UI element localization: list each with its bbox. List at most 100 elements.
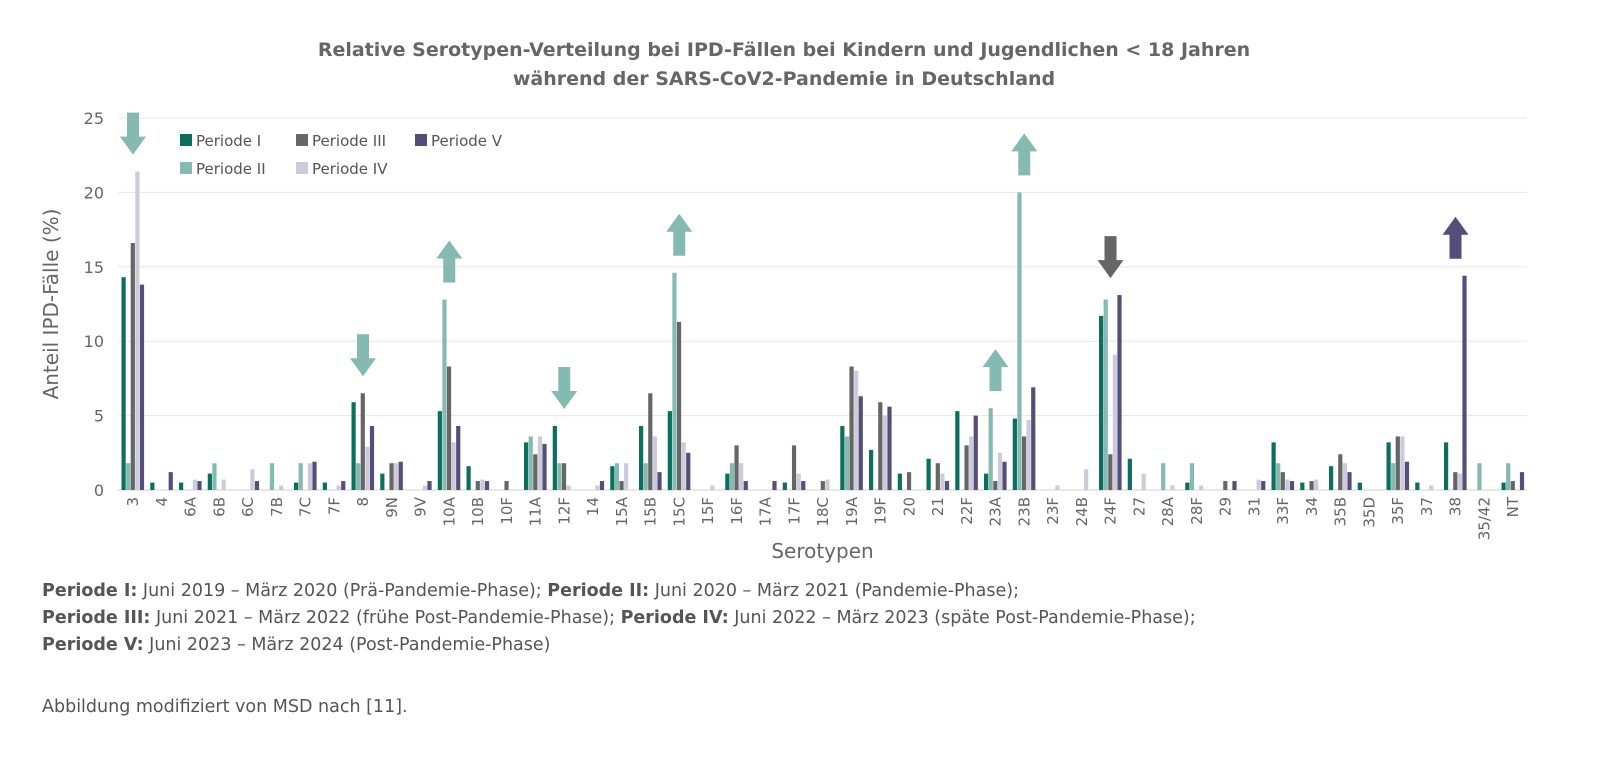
x-tick-label: 6B [210, 497, 228, 517]
x-tick-label: 6C [239, 497, 257, 517]
arrow-up-icon [1442, 216, 1469, 259]
bar-periode-ii [1189, 463, 1195, 490]
bar-periode-iv [1026, 420, 1031, 490]
bar-periode-v [1031, 387, 1036, 490]
arrow-down-icon [551, 367, 578, 410]
bar-periode-ii [356, 463, 361, 490]
bar-periode-i [1357, 482, 1362, 490]
bar-periode-iv [1400, 436, 1405, 490]
bar-periode-iv [796, 473, 801, 490]
bar-periode-iii [389, 463, 394, 490]
x-tick-label: 28A [1159, 496, 1177, 526]
x-tick-label: 17A [757, 496, 775, 526]
x-tick-label: 29 [1217, 497, 1235, 516]
bar-periode-v [484, 481, 490, 490]
bar-periode-iv [1199, 485, 1204, 490]
y-tick-label: 25 [84, 109, 104, 128]
x-tick-label: 28F [1188, 497, 1206, 525]
bar-periode-iv [394, 463, 399, 490]
bar-periode-iii [1223, 481, 1228, 490]
x-tick-label: 20 [900, 497, 918, 516]
bar-periode-i [1099, 315, 1104, 490]
bar-periode-iv [1256, 479, 1261, 490]
x-tick-label: 21 [929, 497, 947, 516]
x-tick-label: 7C [297, 497, 315, 517]
x-tick-label: 12F [555, 497, 573, 525]
y-tick-label: 10 [84, 332, 104, 351]
bar-periode-iii [1108, 454, 1113, 490]
bar-periode-iv [1429, 485, 1434, 490]
bar-periode-iii [935, 463, 940, 490]
x-tick-label: 10B [469, 497, 487, 526]
bar-periode-iii [1338, 454, 1343, 490]
bar-periode-v [1519, 472, 1525, 490]
bar-periode-i [1501, 482, 1506, 490]
title-line-1: Relative Serotypen-Verteilung bei IPD-Fä… [317, 39, 1251, 61]
x-tick-label: 19F [872, 497, 890, 525]
bar-periode-ii [126, 463, 131, 490]
x-tick-label: 8 [354, 497, 372, 507]
bar-periode-iv [940, 473, 945, 490]
x-tick-label: 37 [1418, 497, 1436, 516]
arrow-down-icon [120, 112, 146, 155]
bar-periode-i [667, 411, 672, 490]
bar-periode-iv [221, 479, 226, 490]
bar-periode-ii [442, 299, 447, 490]
x-tick-label: 15B [642, 497, 660, 526]
x-tick-label: 10F [498, 497, 516, 525]
x-tick-label: 35D [1360, 497, 1378, 528]
bar-periode-iii [791, 445, 797, 490]
x-tick-label: 24B [1073, 497, 1091, 526]
bar-periode-v [858, 396, 863, 490]
bar-periode-iv [1112, 354, 1117, 490]
bar-periode-ii [1506, 463, 1511, 490]
bar-periode-v [801, 481, 806, 490]
bar-periode-ii [269, 463, 275, 490]
period-description: Juni 2020 – März 2021 (Pandemie-Phase); [649, 581, 1019, 601]
bar-periode-v [973, 415, 978, 490]
bar-periode-ii [1017, 192, 1022, 490]
bar-periode-ii [1391, 463, 1396, 490]
x-tick-label: 22F [958, 497, 976, 525]
bar-periode-i [524, 442, 529, 490]
bar-periode-iii [849, 366, 854, 490]
bar-periode-ii [643, 463, 648, 490]
x-tick-label: 23F [1044, 497, 1062, 525]
arrow-down-icon [1097, 236, 1124, 279]
bar-periode-ii [672, 272, 677, 490]
period-notes: Periode I: Juni 2019 – März 2020 (Prä-Pa… [42, 578, 1196, 659]
bar-periode-iii [993, 481, 998, 490]
bar-periode-iv [279, 485, 284, 490]
legend-label: Periode III [312, 132, 386, 150]
source-note: Abbildung modifiziert von MSD nach [11]. [42, 697, 408, 717]
x-axis-label: Serotypen [771, 539, 873, 563]
bar-periode-i [639, 426, 644, 490]
legend-swatch [180, 162, 192, 174]
bar-periode-v [427, 481, 432, 490]
bar-periode-iv [566, 485, 571, 490]
bar-periode-iv [1457, 473, 1462, 490]
bar-periode-i [351, 402, 356, 490]
bar-periode-iv [1084, 469, 1089, 490]
bar-periode-i [869, 449, 874, 490]
x-tick-label: 9N [383, 497, 401, 518]
y-axis-label: Anteil IPD-Fälle (%) [39, 209, 63, 400]
note-line: Periode V: Juni 2023 – März 2024 (Post-P… [42, 632, 1196, 659]
bar-periode-i [1012, 418, 1017, 490]
bar-periode-i [1444, 442, 1449, 490]
bar-periode-iv [307, 463, 312, 490]
x-tick-label: 38 [1447, 497, 1465, 516]
bar-periode-v [1404, 461, 1410, 490]
arrow-down-icon [350, 334, 376, 377]
bar-periode-iv [365, 446, 370, 490]
x-tick-label: 18C [814, 497, 832, 527]
bar-periode-i [1415, 482, 1420, 490]
bar-periode-iii [676, 321, 682, 490]
bar-periode-iii [734, 445, 739, 490]
bar-periode-iii [1280, 472, 1285, 490]
x-tick-label: 34 [1303, 497, 1321, 516]
bar-periode-i [984, 473, 989, 490]
bar-periode-i [179, 482, 184, 490]
